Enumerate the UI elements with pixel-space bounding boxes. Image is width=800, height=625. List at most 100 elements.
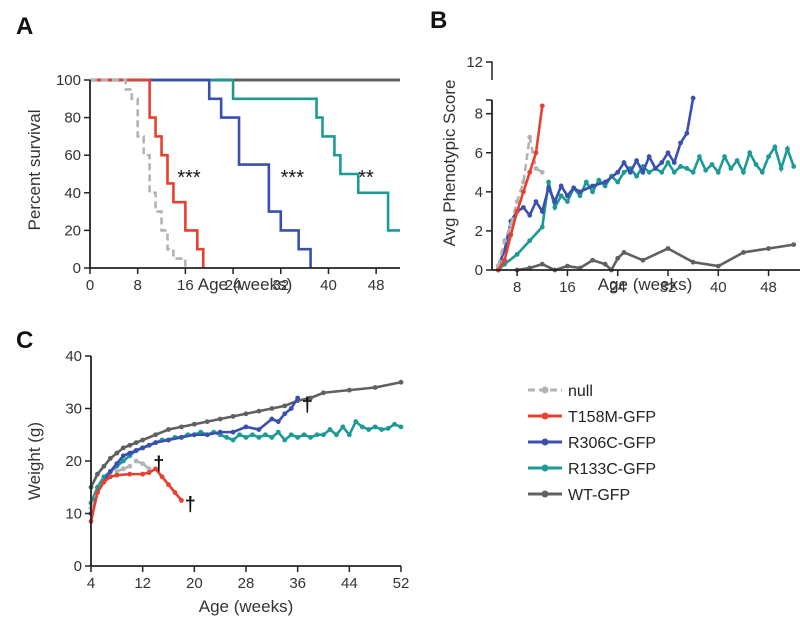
weight-point-r133c (275, 429, 281, 435)
panel-b-y-tick-label: 0 (475, 262, 483, 279)
legend-item-t158m: T158M-GFP (528, 409, 656, 426)
panel-b-x-tick-label: 16 (559, 279, 576, 296)
score-series-null (495, 134, 545, 269)
panel-b-y-tick-label: 6 (475, 145, 483, 162)
score-point-r133c (791, 164, 797, 169)
weight-point-wt (282, 403, 288, 409)
weight-point-r133c (372, 424, 378, 430)
score-series-t158m (495, 103, 545, 273)
score-point-wt (565, 263, 570, 269)
score-point-wt (539, 261, 545, 267)
score-point-r133c (697, 154, 702, 160)
score-series-wt (514, 242, 797, 273)
panel-c-x-tick-label: 44 (341, 575, 358, 592)
legend-item-null: null (528, 383, 593, 400)
score-point-r133c (665, 160, 671, 165)
weight-point-r133c (224, 434, 230, 440)
weight-point-r133c (366, 427, 372, 432)
weight-point-r306c (204, 432, 210, 438)
panel-a-y-tick-label: 40 (64, 185, 81, 202)
weight-point-r306c (217, 429, 223, 435)
weight-point-wt (101, 463, 107, 469)
score-series-r306c (495, 95, 696, 269)
weight-point-t158m (179, 497, 184, 503)
weight-point-r133c (346, 432, 352, 438)
score-point-wt (791, 242, 797, 247)
weight-point-r133c (314, 432, 320, 438)
panel-b-x-tick-label: 24 (609, 279, 626, 296)
score-point-wt (715, 263, 721, 269)
panel-a-x-tick-label: 8 (134, 277, 142, 294)
weight-point-t158m (95, 490, 100, 495)
weight-point-t158m (166, 482, 171, 488)
score-point-r133c (747, 150, 753, 156)
significance-label-t158m: *** (177, 167, 201, 189)
score-point-t158m (533, 150, 539, 156)
panel-c-y-tick-label: 0 (74, 558, 82, 575)
weight-point-wt (191, 421, 197, 427)
panel-a-y-tick-label: 80 (64, 110, 81, 127)
weight-point-t158m (114, 472, 120, 478)
weight-point-r133c (120, 458, 126, 464)
weight-point-r133c (198, 429, 204, 435)
weight-point-r133c (237, 432, 242, 438)
score-line-wt (516, 243, 794, 273)
score-point-wt (741, 250, 746, 255)
legend-marker-null (541, 386, 549, 394)
weight-point-t158m (101, 479, 107, 485)
score-point-r306c (684, 130, 690, 136)
panel-b-x-tick-label: 8 (513, 279, 521, 296)
score-point-wt (590, 257, 595, 263)
weight-point-r306c (288, 406, 294, 411)
panel-c-y-axis-title: Weight (g) (25, 422, 44, 500)
score-point-wt (766, 246, 771, 251)
panel-a-y-tick-label: 20 (64, 222, 81, 239)
weight-point-r133c (392, 421, 397, 427)
score-point-r133c (671, 169, 677, 175)
score-point-r133c (715, 169, 721, 175)
score-point-r306c (690, 95, 696, 101)
panel-b-y-tick-label: 4 (475, 184, 483, 201)
score-point-r306c (539, 208, 545, 214)
weight-point-wt (114, 450, 120, 456)
weight-point-wt (127, 442, 133, 448)
panel-b-x-axis-title: Age (weeks) (598, 275, 692, 294)
score-point-null (533, 165, 539, 171)
score-point-t158m (508, 232, 514, 238)
weight-point-t158m (159, 474, 165, 480)
panel-a-y-tick-label: 100 (56, 72, 81, 89)
score-point-r133c (728, 165, 734, 171)
weight-point-r133c (379, 427, 385, 432)
panel-b-y-tick-label: 8 (475, 106, 483, 123)
death-marker-r306c-end: † (302, 394, 313, 416)
legend: null T158M-GFP R306C-GFP R133C-GFP WT-GFP (528, 383, 656, 504)
score-point-r306c (577, 189, 583, 195)
legend-marker-t158m (541, 412, 549, 420)
panel-a-y-tick-label: 0 (73, 260, 81, 277)
weight-point-r306c (243, 424, 249, 430)
panel-a-series (90, 78, 400, 268)
panel-a-y-tick-label: 60 (64, 147, 81, 164)
score-point-r133c (766, 154, 771, 160)
weight-point-r306c (191, 432, 197, 438)
weight-point-wt (107, 455, 113, 461)
weight-point-r306c (179, 434, 184, 440)
weight-point-r133c (295, 434, 301, 440)
weight-point-r306c (146, 442, 152, 448)
score-point-r133c (602, 183, 608, 189)
panel-b-x-tick-label: 48 (760, 279, 777, 296)
legend-marker-wt (541, 490, 549, 498)
panel-c-axes: 0 10 20 30 40 4 12 20 28 36 44 52 (65, 348, 409, 592)
panel-a-x-tick-label: 24 (225, 277, 242, 294)
panel-b-series (495, 95, 797, 273)
weight-point-wt (308, 395, 313, 401)
score-point-null (514, 199, 520, 205)
legend-item-r133c: R133C-GFP (528, 461, 656, 478)
weight-point-wt (95, 471, 100, 477)
weight-point-wt (243, 411, 249, 417)
score-point-r133c (703, 167, 709, 173)
score-point-null (521, 179, 526, 185)
weight-point-null (114, 469, 120, 474)
weight-series-wt (88, 379, 404, 490)
